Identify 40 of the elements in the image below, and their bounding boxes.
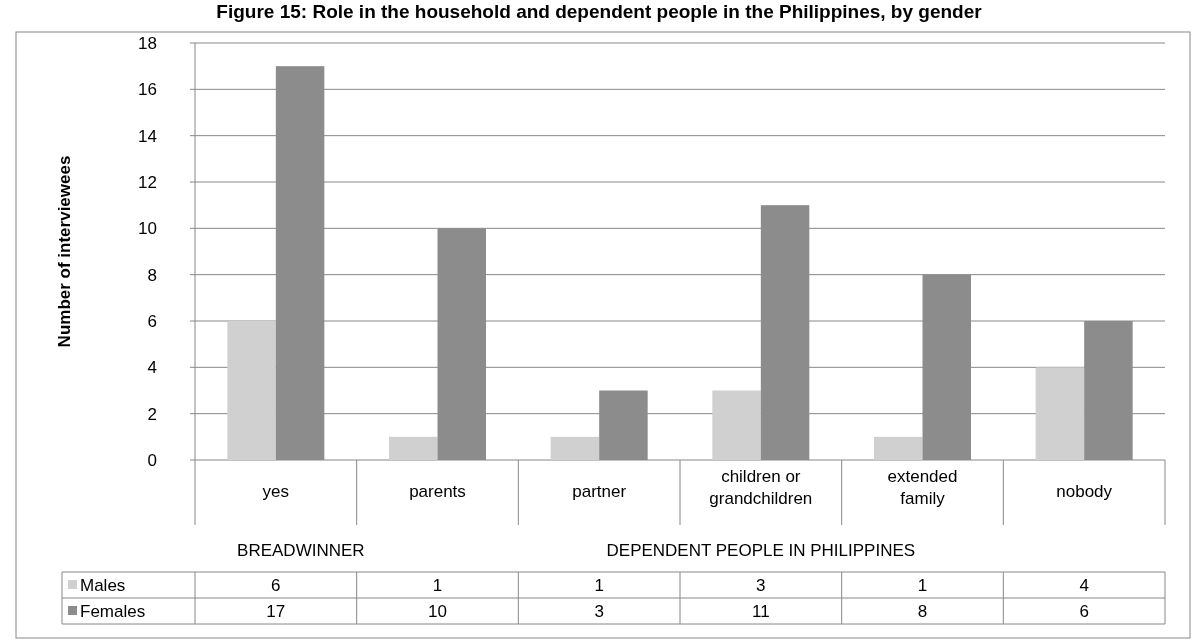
bar	[550, 436, 600, 460]
bar	[712, 390, 761, 460]
x-tick-label: partner	[572, 482, 627, 501]
x-tick-label: children or grandchildren	[709, 467, 813, 508]
data-label: 10	[428, 601, 447, 621]
data-label: 11	[752, 601, 770, 621]
data-label: 1	[432, 575, 443, 595]
y-tick-label: 2	[147, 404, 157, 424]
data-label: 4	[1079, 575, 1089, 595]
y-axis-title: Number of interviewees	[55, 155, 74, 348]
legend-label: Females	[80, 601, 146, 621]
data-label: 3	[756, 575, 766, 595]
bar	[1035, 367, 1085, 460]
data-label: 3	[594, 601, 604, 621]
y-tick-label: 6	[147, 311, 157, 331]
bar	[874, 436, 923, 460]
y-tick-label: 4	[147, 358, 157, 378]
y-tick-label: 10	[138, 219, 157, 239]
y-tick-label: 12	[138, 172, 157, 192]
y-tick-label: 14	[138, 126, 157, 146]
data-label: 6	[1079, 601, 1089, 621]
y-tick-label: 18	[138, 33, 157, 53]
x-tick-label: nobody	[1056, 482, 1113, 501]
data-label: 8	[917, 601, 928, 621]
data-label: 1	[917, 575, 928, 595]
chart-title: Figure 15: Role in the household and dependent people in the Philippines, by gender	[216, 1, 983, 22]
legend-label: Males	[80, 575, 126, 595]
y-tick-label: 16	[138, 80, 157, 100]
text: BREADWINNER	[237, 541, 365, 560]
x-tick-label: extended family	[887, 467, 958, 508]
bar	[389, 436, 438, 460]
data-label: 6	[271, 575, 281, 595]
x-tick-label: parents	[409, 482, 466, 501]
y-tick-label: 8	[147, 265, 157, 285]
data-label: 1	[594, 575, 604, 595]
text: DEPENDENT PEOPLE IN PHILIPPINES	[606, 541, 916, 560]
y-tick-label: 0	[147, 450, 157, 470]
x-tick-label: yes	[262, 482, 290, 501]
data-label: 17	[266, 601, 286, 621]
bar	[227, 321, 276, 460]
